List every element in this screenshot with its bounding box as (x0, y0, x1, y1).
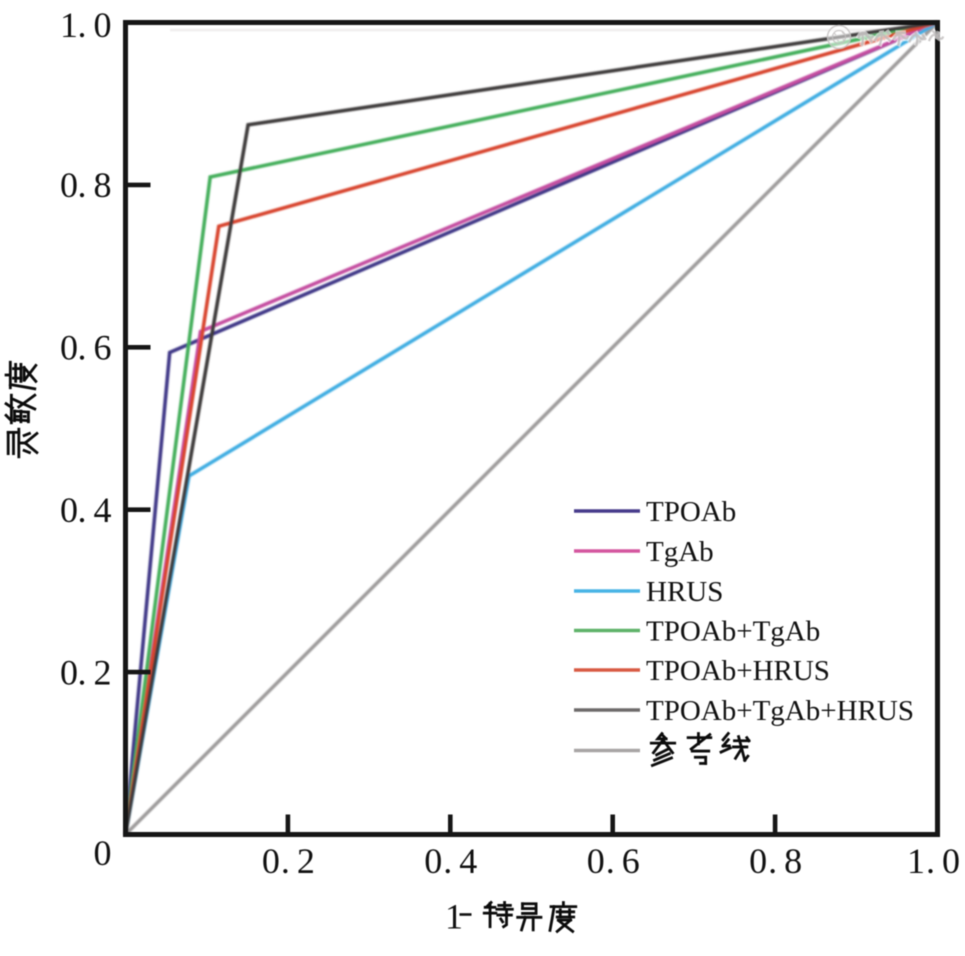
svg-text:0.8: 0.8 (749, 841, 802, 881)
svg-text:0.2: 0.2 (262, 841, 315, 881)
svg-text:TPOAb+TgAb: TPOAb+TgAb (646, 616, 820, 648)
svg-text:0.4: 0.4 (424, 841, 477, 881)
svg-text:0.4: 0.4 (60, 490, 112, 530)
svg-text:0: 0 (94, 833, 112, 873)
svg-text:TPOAb+HRUS: TPOAb+HRUS (646, 655, 830, 687)
svg-text:1: 1 (445, 897, 463, 937)
svg-text:1.0: 1.0 (907, 841, 960, 881)
svg-text:TPOAb: TPOAb (646, 496, 736, 528)
svg-text:0.2: 0.2 (60, 653, 112, 693)
svg-text:1.0: 1.0 (60, 5, 112, 45)
svg-text:TPOAb+TgAb+HRUS: TPOAb+TgAb+HRUS (646, 695, 914, 727)
svg-text:TgAb: TgAb (646, 536, 714, 568)
svg-text:0.6: 0.6 (587, 841, 640, 881)
svg-text:0.8: 0.8 (60, 165, 112, 205)
svg-text:HRUS: HRUS (646, 576, 723, 608)
svg-text:0.6: 0.6 (60, 328, 112, 368)
